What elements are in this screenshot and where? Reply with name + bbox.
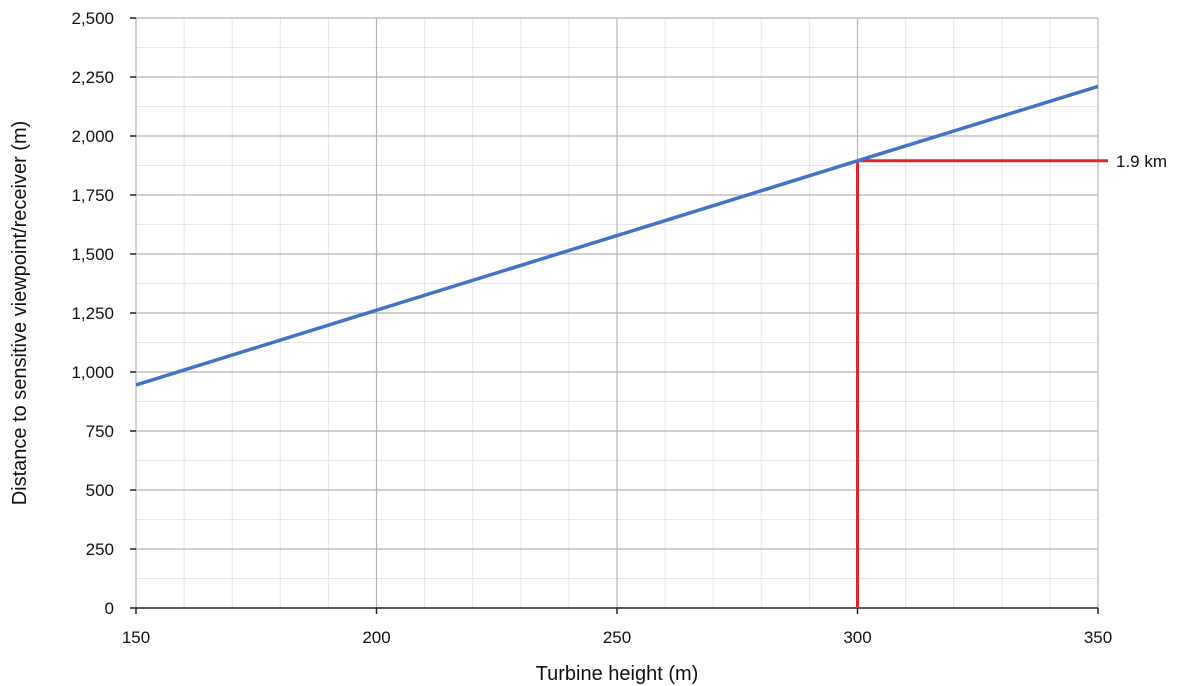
x-tick-label: 300 bbox=[843, 628, 871, 647]
x-tick-label: 250 bbox=[603, 628, 631, 647]
y-tick-label: 500 bbox=[86, 481, 114, 500]
y-tick-labels: 0 250 500 750 1,000 1,250 1,500 1,750 2,000 2,250… bbox=[71, 9, 114, 618]
series-layer bbox=[135, 84, 1099, 387]
x-tick-label: 200 bbox=[362, 628, 390, 647]
y-tick-label: 1,750 bbox=[71, 186, 114, 205]
series-line bbox=[135, 84, 1099, 387]
reference-lines bbox=[856, 159, 1108, 608]
y-tick-label: 250 bbox=[86, 540, 114, 559]
y-axis-title: Distance to sensitive viewpoint/receiver… bbox=[9, 121, 31, 506]
annotation-label: 1.9 km bbox=[1116, 152, 1167, 171]
y-tick-label: 2,000 bbox=[71, 127, 114, 146]
y-tick-label: 1,250 bbox=[71, 304, 114, 323]
y-tick-label: 2,500 bbox=[71, 9, 114, 28]
y-tick-label: 1,000 bbox=[71, 363, 114, 382]
y-tick-label: 750 bbox=[86, 422, 114, 441]
y-tick-label: 2,250 bbox=[71, 68, 114, 87]
x-tick-label: 350 bbox=[1084, 628, 1112, 647]
axes bbox=[130, 17, 1099, 614]
x-tick-labels: 150 200 250 300 350 bbox=[122, 628, 1112, 647]
y-tick-label: 1,500 bbox=[71, 245, 114, 264]
y-tick-label: 0 bbox=[105, 599, 114, 618]
x-axis-title: Turbine height (m) bbox=[536, 663, 699, 685]
x-tick-label: 150 bbox=[122, 628, 150, 647]
